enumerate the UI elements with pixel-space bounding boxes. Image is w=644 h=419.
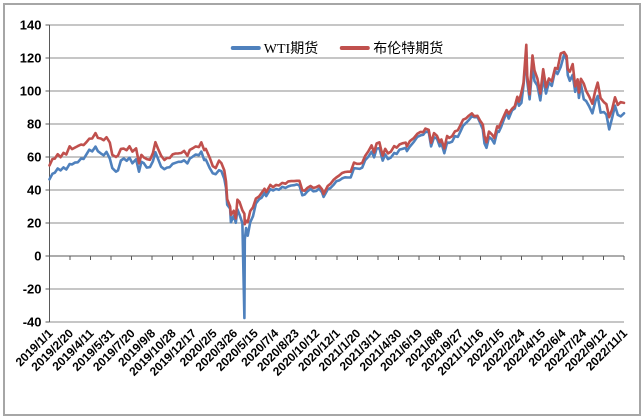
series-line-brent <box>48 43 626 226</box>
y-axis-label: 140 <box>20 18 42 33</box>
y-axis-label: -40 <box>23 315 42 330</box>
y-axis-label: 20 <box>27 216 41 231</box>
legend-label-wti: WTI期货 <box>263 42 319 57</box>
legend-item-wti: WTI期货 <box>230 38 319 58</box>
legend-item-brent: 布伦特期货 <box>340 38 443 58</box>
wti-line-icon <box>230 46 261 50</box>
y-axis-label: 60 <box>27 150 41 165</box>
y-axis-label: 0 <box>34 249 41 264</box>
y-axis-label: 120 <box>20 51 42 66</box>
legend: WTI期货 布伦特期货 <box>230 38 443 58</box>
y-axis-label: 100 <box>20 84 42 99</box>
brent-line-icon <box>340 46 371 50</box>
y-axis-label: -20 <box>23 282 42 297</box>
series-line-wti <box>48 50 626 320</box>
legend-label-brent: 布伦特期货 <box>373 42 444 57</box>
y-axis-label: 40 <box>27 183 41 198</box>
y-axis-label: 80 <box>27 117 41 132</box>
